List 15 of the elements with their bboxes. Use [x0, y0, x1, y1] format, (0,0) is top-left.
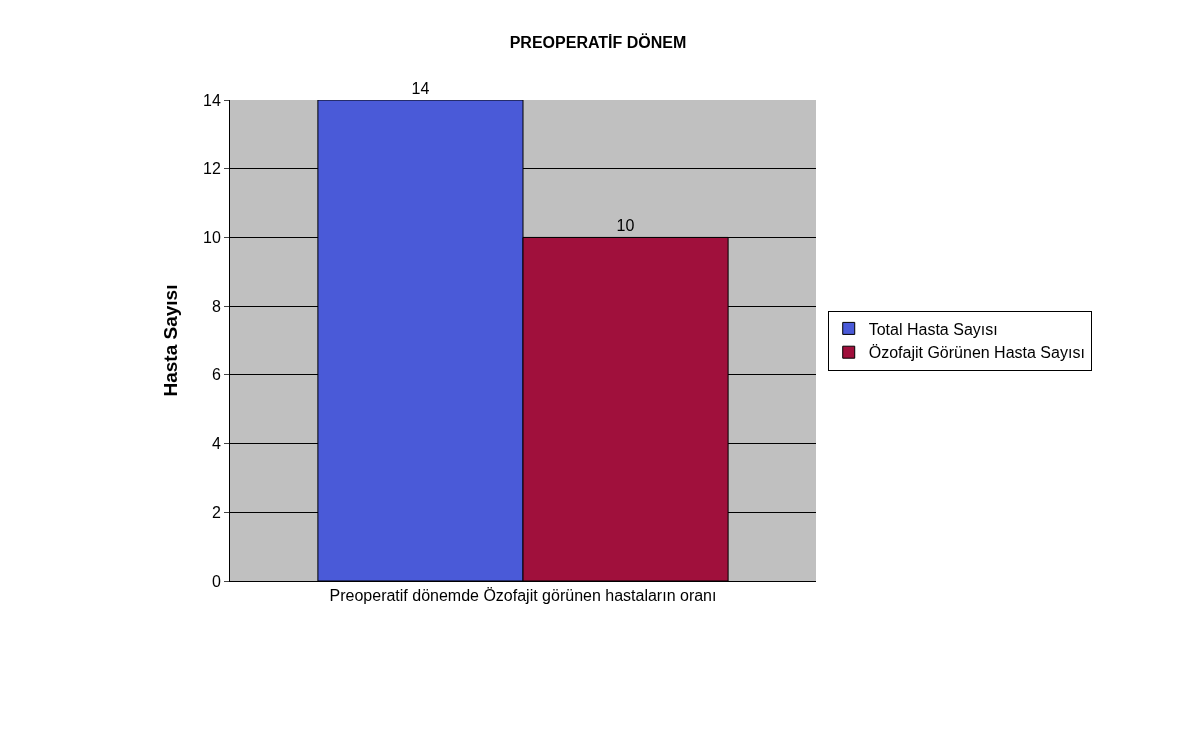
y-tick-label: 2 [211, 503, 221, 521]
y-tick-label: 12 [203, 160, 221, 178]
chart-title: PREOPERATİF DÖNEM [509, 32, 687, 51]
y-tick-label: 4 [211, 435, 221, 453]
x-tick-label: Preoperatif dönemde Özofajit görünen hastaların oranı [329, 587, 717, 605]
y-tick-label: 10 [203, 229, 221, 247]
y-tick-label: 14 [203, 91, 221, 109]
y-axis-title: Hasta Sayısı [159, 284, 181, 397]
y-tick-label: 8 [211, 297, 221, 315]
legend-label: Özofajit Görünen Hasta Sayısı [868, 344, 1085, 362]
data-label: 10 [616, 217, 635, 235]
legend-label: Total Hasta Sayısı [868, 320, 998, 338]
y-tick-label: 6 [211, 366, 221, 384]
data-label: 14 [411, 80, 430, 97]
y-tick-label: 0 [211, 572, 221, 590]
